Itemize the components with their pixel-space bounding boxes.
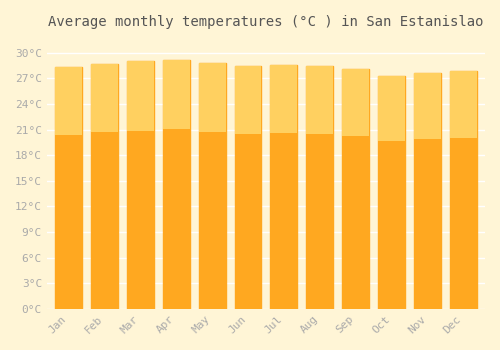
Bar bbox=[450, 71, 477, 309]
Bar bbox=[342, 69, 369, 309]
Bar bbox=[234, 66, 262, 134]
Bar bbox=[55, 67, 82, 135]
Bar bbox=[342, 69, 369, 136]
Bar bbox=[270, 65, 297, 133]
Bar bbox=[306, 66, 334, 309]
Bar bbox=[378, 76, 405, 141]
Bar bbox=[162, 60, 190, 309]
Bar bbox=[306, 66, 334, 134]
Bar bbox=[450, 71, 477, 138]
Bar bbox=[234, 66, 262, 309]
Bar bbox=[91, 64, 118, 132]
Bar bbox=[414, 73, 441, 309]
Bar bbox=[198, 63, 226, 132]
Title: Average monthly temperatures (°C ) in San Estanislao: Average monthly temperatures (°C ) in Sa… bbox=[48, 15, 484, 29]
Bar bbox=[127, 61, 154, 131]
Bar bbox=[198, 63, 226, 309]
Bar bbox=[162, 60, 190, 129]
Bar bbox=[127, 61, 154, 309]
Bar bbox=[414, 73, 441, 139]
Bar bbox=[378, 76, 405, 309]
Bar bbox=[270, 65, 297, 309]
Bar bbox=[55, 67, 82, 309]
Bar bbox=[91, 64, 118, 309]
